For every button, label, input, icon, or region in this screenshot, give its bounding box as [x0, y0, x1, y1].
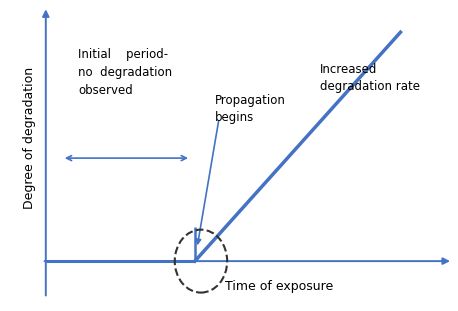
Text: Degree of degradation: Degree of degradation: [23, 67, 36, 209]
Text: Time of exposure: Time of exposure: [225, 280, 334, 293]
Text: Propagation
begins: Propagation begins: [215, 95, 286, 124]
Text: Initial    period-
no  degradation
observed: Initial period- no degradation observed: [78, 48, 172, 97]
Text: Increased
degradation rate: Increased degradation rate: [320, 63, 420, 93]
